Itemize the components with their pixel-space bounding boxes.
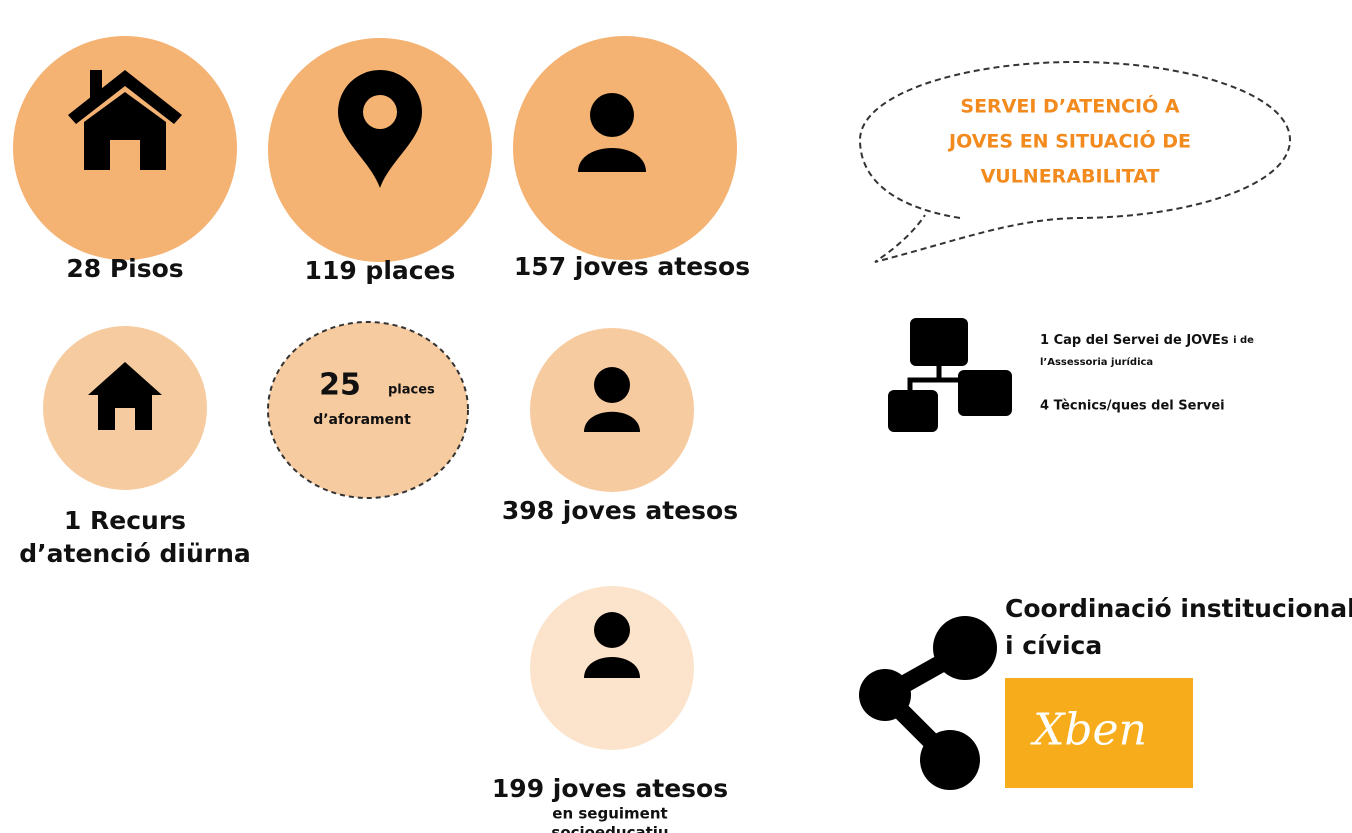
circle [13, 36, 237, 260]
pin-icon [338, 70, 422, 188]
staff-text: 1 Cap del Servei de JOVEs i de [1040, 333, 1254, 348]
stat-label: 157 joves atesos [514, 252, 750, 281]
bubble-text: VULNERABILITAT [981, 166, 1160, 188]
house-icon [68, 70, 182, 170]
staff-suffix: i de [1233, 335, 1254, 346]
dashed-circle [267, 321, 469, 499]
stat-label: d’atenció diürna [19, 539, 251, 568]
staff-text: 4 Tècnics/ques del Servei [1040, 399, 1225, 414]
speech-bubble [858, 60, 1292, 263]
circle [513, 36, 737, 260]
stat-label: 28 Pisos [66, 254, 183, 283]
share-icon [859, 616, 997, 790]
staff-text: l’Assessoria jurídica [1040, 356, 1153, 368]
house-icon [88, 362, 162, 430]
stat-label: 398 joves atesos [502, 496, 738, 525]
coordination-text: Coordinació institucional [1005, 594, 1352, 623]
stat-number: 25 [319, 368, 361, 403]
stat-label: 199 joves atesos [492, 774, 728, 803]
bubble-text: SERVEI D’ATENCIÓ A [960, 94, 1180, 118]
person-icon [584, 367, 640, 432]
stat-label: 119 places [305, 256, 456, 285]
staff-line: 1 Cap del Servei de JOVEs [1040, 333, 1229, 348]
org-chart-icon [888, 318, 1012, 432]
stat-note: d’aforament [313, 412, 411, 428]
circle [530, 328, 694, 492]
logo-box [1005, 678, 1193, 788]
person-icon [578, 93, 646, 172]
stat-note: socioeducatiu [551, 824, 668, 833]
stat-unit: places [388, 383, 435, 398]
bubble-text: JOVES EN SITUACIÓ DE [947, 129, 1191, 153]
logo-text: Xben [1030, 705, 1147, 756]
person-icon [584, 612, 640, 678]
stat-note: en seguiment [552, 805, 667, 823]
coordination-text: i cívica [1005, 631, 1102, 660]
stat-label: 1 Recurs [64, 506, 186, 535]
